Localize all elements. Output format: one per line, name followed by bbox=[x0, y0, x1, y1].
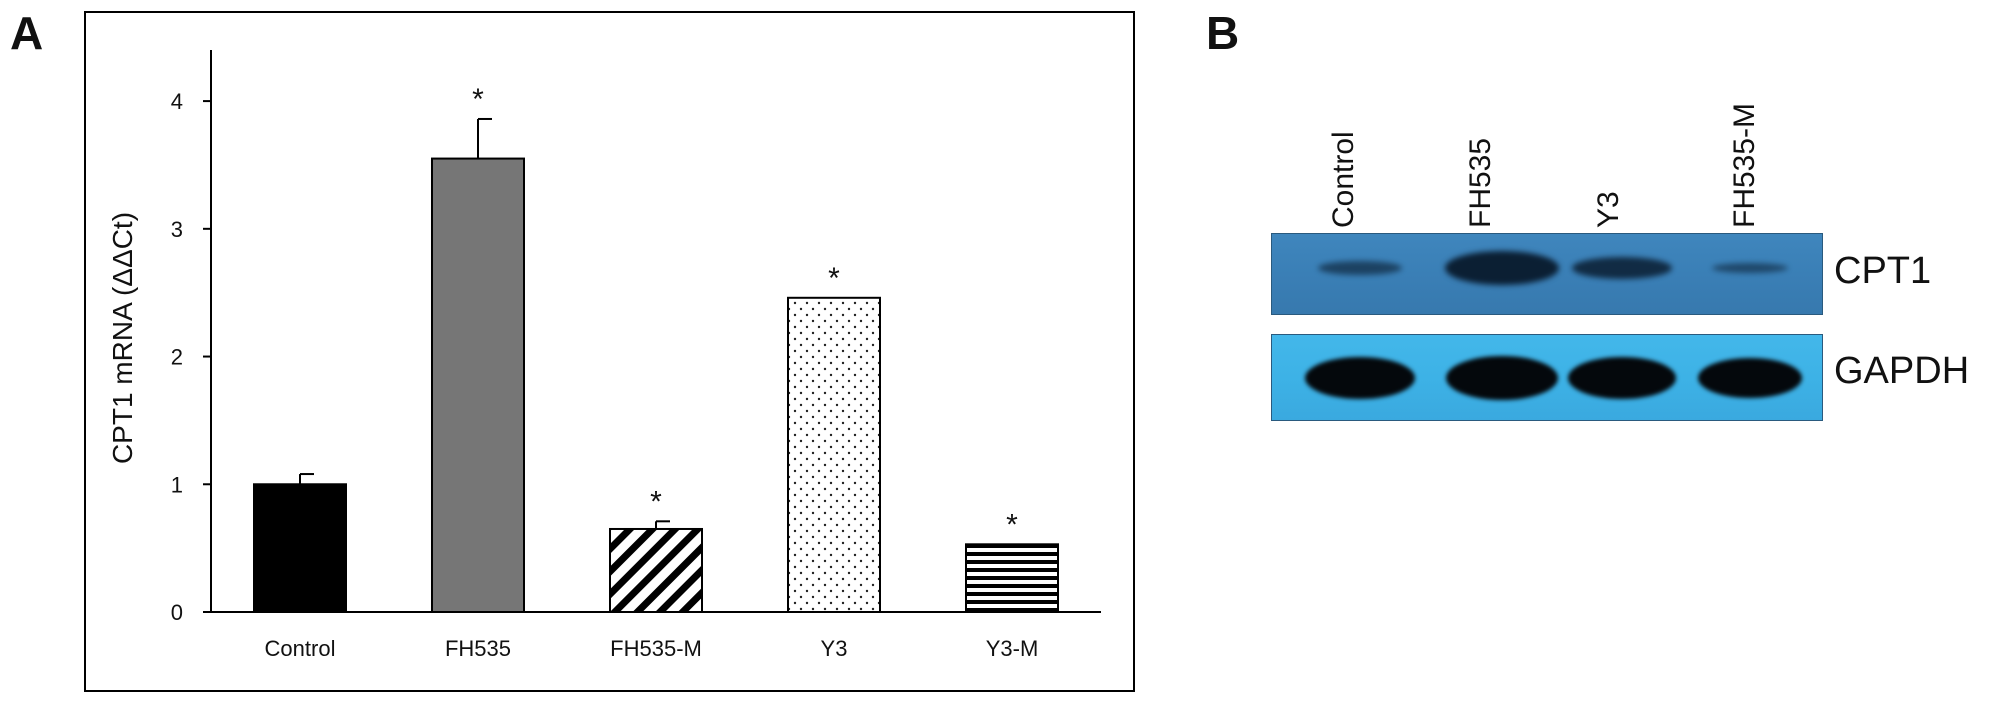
band-gapdh-control bbox=[1305, 356, 1415, 399]
significance-marker: * bbox=[472, 83, 484, 116]
lane-label-fh535: FH535 bbox=[1464, 137, 1497, 228]
bar-y3 bbox=[787, 296, 881, 613]
bar-fh535-m bbox=[609, 527, 703, 614]
y-axis-label: CPT1 mRNA (ΔΔCt) bbox=[107, 212, 138, 464]
category-label: FH535-M bbox=[610, 636, 702, 661]
lane-label-control: Control bbox=[1327, 131, 1360, 228]
category-label: Y3-M bbox=[986, 636, 1039, 661]
band-gapdh-fh535-m bbox=[1698, 357, 1802, 398]
lane-label-fh535-m: FH535-M bbox=[1728, 102, 1761, 228]
bar-fh535 bbox=[431, 157, 525, 613]
y-tick-label: 3 bbox=[171, 217, 183, 242]
bar-y3-m bbox=[965, 543, 1059, 614]
bar-control bbox=[253, 483, 347, 614]
significance-marker: * bbox=[828, 262, 840, 295]
band-gapdh-y3 bbox=[1568, 356, 1676, 399]
panel-letter-b: B bbox=[1206, 7, 1240, 59]
y-tick-label: 4 bbox=[171, 89, 183, 114]
lane-label-y3: Y3 bbox=[1592, 191, 1625, 228]
western-blot-gapdh bbox=[1271, 334, 1823, 421]
category-label: Control bbox=[265, 636, 336, 661]
band-cpt1-y3 bbox=[1572, 257, 1672, 279]
chart-frame bbox=[84, 11, 1135, 692]
blot-label-gapdh: GAPDH bbox=[1834, 350, 1970, 392]
category-label: FH535 bbox=[445, 636, 511, 661]
significance-marker: * bbox=[650, 485, 662, 518]
band-cpt1-fh535-m bbox=[1712, 263, 1788, 273]
band-cpt1-fh535 bbox=[1445, 251, 1559, 285]
band-gapdh-fh535 bbox=[1446, 355, 1558, 400]
significance-marker: * bbox=[1006, 508, 1018, 541]
western-blot-cpt1 bbox=[1271, 233, 1823, 315]
category-label: Y3 bbox=[821, 636, 848, 661]
band-cpt1-control bbox=[1318, 261, 1402, 275]
y-tick-label: 1 bbox=[171, 472, 183, 497]
y-tick-label: 0 bbox=[171, 600, 183, 625]
panel-letter-a: A bbox=[10, 7, 44, 59]
y-tick-label: 2 bbox=[171, 345, 183, 370]
blot-label-cpt1: CPT1 bbox=[1834, 250, 1932, 292]
